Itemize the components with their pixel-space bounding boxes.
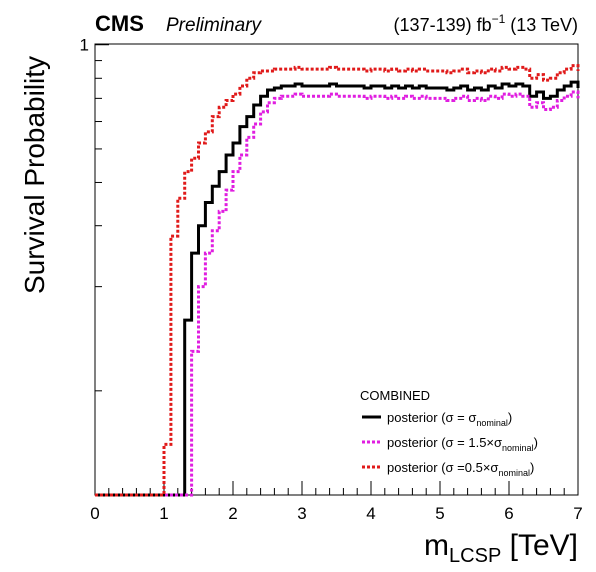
cms-label: CMS bbox=[95, 11, 144, 36]
plot-frame bbox=[94, 43, 579, 496]
series-line-0 bbox=[95, 80, 580, 497]
x-tick-label: 5 bbox=[435, 504, 444, 523]
legend-entry-1p5: posterior (σ = 1.5×σnominal) bbox=[387, 435, 538, 453]
series-group bbox=[95, 64, 580, 497]
y-tick-label: 1 bbox=[80, 36, 89, 55]
x-axis-label: mLCSP [TeV] bbox=[424, 529, 578, 567]
x-tick-label: 4 bbox=[366, 504, 375, 523]
axis-ticks: 0 1 2 3 4 5 6 7 1 bbox=[80, 36, 583, 523]
luminosity-label: (137-139) fb−1 (13 TeV) bbox=[394, 12, 578, 35]
x-tick-label: 2 bbox=[228, 504, 237, 523]
legend-title: COMBINED bbox=[360, 388, 430, 403]
legend-entry-nominal: posterior (σ = σnominal) bbox=[387, 410, 512, 428]
y-axis-label: Survival Probability bbox=[19, 56, 50, 294]
series-line-2 bbox=[95, 64, 580, 497]
legend-entry-0p5: posterior (σ =0.5×σnominal) bbox=[387, 460, 534, 478]
x-tick-label: 1 bbox=[159, 504, 168, 523]
x-tick-label: 6 bbox=[504, 504, 513, 523]
x-tick-label: 0 bbox=[90, 504, 99, 523]
preliminary-label: Preliminary bbox=[166, 15, 263, 36]
series-line-1 bbox=[95, 90, 580, 497]
x-tick-label: 7 bbox=[573, 504, 582, 523]
x-tick-label: 3 bbox=[297, 504, 306, 523]
